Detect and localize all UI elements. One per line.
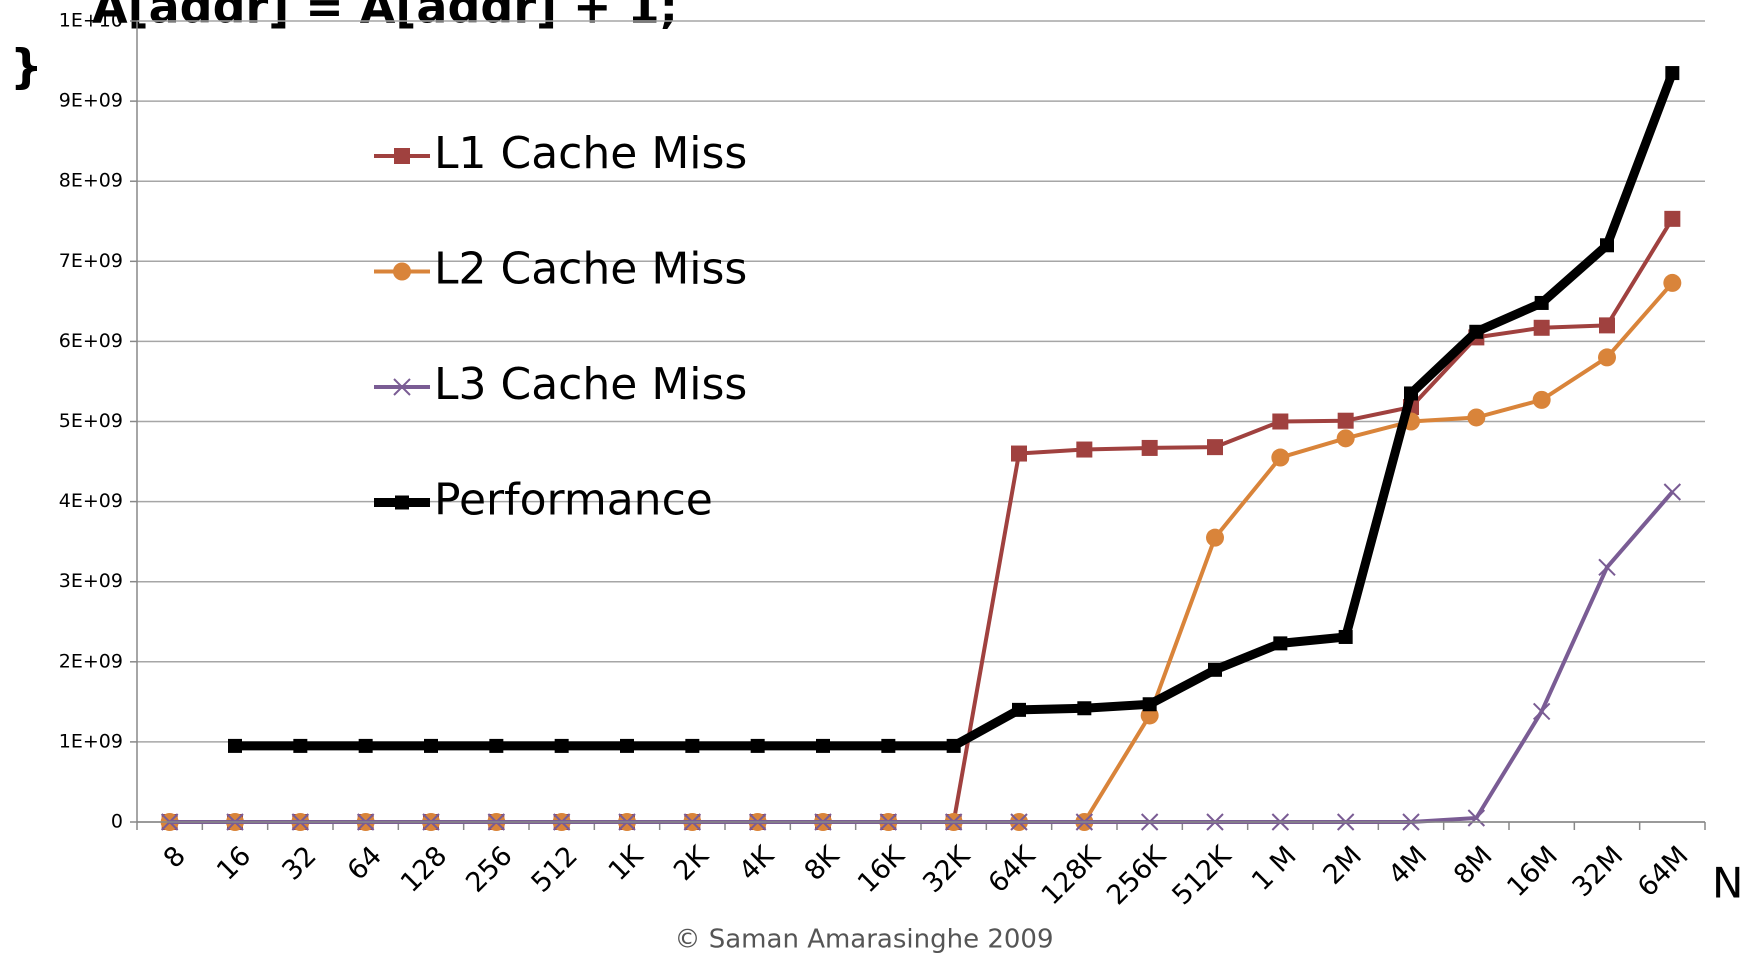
x-tick-label: 512K <box>1166 839 1238 911</box>
y-tick-label: 7E+09 <box>59 250 123 272</box>
y-tick-label: 0 <box>111 811 123 833</box>
x-tick-label: 8M <box>1448 840 1499 891</box>
legend-label: L1 Cache Miss <box>434 128 747 179</box>
data-point <box>816 738 830 753</box>
x-tick-label: 1 M <box>1246 840 1303 897</box>
data-point <box>489 738 504 753</box>
y-tick-label: 6E+09 <box>59 330 123 352</box>
y-tick-label: 1E+09 <box>59 730 123 752</box>
data-point <box>1467 809 1486 827</box>
x-tick-label: 2M <box>1317 840 1368 891</box>
legend-label: Performance <box>434 475 713 526</box>
x-tick-label: 128 <box>395 840 453 898</box>
data-point <box>1534 295 1549 310</box>
data-point <box>1532 702 1551 721</box>
x-tick-label: 1K <box>603 839 651 887</box>
x-tick-label: 8K <box>799 839 847 887</box>
x-tick-label: 2K <box>668 839 716 887</box>
data-point <box>1206 528 1224 547</box>
y-tick-label: 1E+10 <box>59 10 123 32</box>
x-tick-label: 512 <box>526 840 584 898</box>
y-tick-label: 2E+09 <box>59 650 123 672</box>
data-point <box>1664 210 1681 227</box>
x-tick-label: 4K <box>733 839 781 887</box>
data-point <box>1532 390 1551 409</box>
data-point <box>1077 701 1092 716</box>
data-point <box>1076 441 1093 458</box>
data-point <box>1663 483 1682 501</box>
code-close: } <box>10 40 43 94</box>
data-point <box>228 738 242 753</box>
data-point <box>750 738 765 753</box>
y-tick-label: 5E+09 <box>59 410 123 432</box>
data-point <box>1336 429 1355 448</box>
data-point <box>1665 66 1680 81</box>
x-tick-label: 32K <box>917 839 977 899</box>
x-tick-label: 32 <box>276 840 322 886</box>
data-point <box>1141 439 1158 456</box>
x-tick-label: 64M <box>1632 840 1695 903</box>
x-tick-label: 16K <box>852 839 912 899</box>
series-line <box>169 217 1675 824</box>
y-tick-label: 4E+09 <box>59 490 123 512</box>
legend-marker <box>393 262 411 281</box>
data-point <box>1271 448 1290 467</box>
data-point <box>1404 386 1418 401</box>
data-point <box>1599 317 1615 334</box>
data-point <box>1011 445 1027 462</box>
data-point <box>946 738 961 753</box>
data-point <box>1600 238 1614 253</box>
footer: © Saman Amarasinghe 2009 <box>674 925 1053 955</box>
data-point <box>1142 697 1157 712</box>
data-point <box>1533 319 1550 336</box>
code-line: A[addr] = A[addr] + 1; <box>92 0 678 34</box>
legend-marker <box>394 148 410 164</box>
y-tick-label: 3E+09 <box>59 570 123 592</box>
data-point <box>620 738 634 753</box>
data-point <box>881 738 896 753</box>
x-tick-label: 128K <box>1036 839 1108 911</box>
x-tick-label: 8 <box>158 840 192 874</box>
series-line <box>169 490 1674 824</box>
data-point <box>1467 408 1486 427</box>
data-point <box>1338 629 1353 644</box>
x-tick-label: 256K <box>1101 839 1173 911</box>
x-axis-label: N <box>1712 859 1743 908</box>
y-tick-label: 8E+09 <box>59 170 123 192</box>
data-point <box>293 738 308 753</box>
data-point <box>1272 413 1289 430</box>
legend-marker <box>395 495 409 510</box>
data-point <box>554 738 569 753</box>
data-point <box>1012 702 1026 717</box>
x-tick-label: 32M <box>1567 840 1630 903</box>
legend-label: L2 Cache Miss <box>434 244 747 295</box>
data-point <box>685 738 700 753</box>
data-point <box>1663 273 1682 292</box>
x-tick-label: 16 <box>211 840 257 886</box>
data-point <box>1598 558 1616 576</box>
data-point <box>424 738 438 753</box>
legend-label: L3 Cache Miss <box>434 359 747 410</box>
x-tick-label: 64K <box>983 839 1043 899</box>
data-point <box>1598 348 1616 367</box>
x-tick-label: 4M <box>1383 840 1434 891</box>
legend-marker <box>393 378 411 396</box>
x-tick-label: 256 <box>460 840 518 898</box>
data-point <box>1469 324 1484 339</box>
y-tick-label: 9E+09 <box>59 90 123 112</box>
data-point <box>1208 662 1222 677</box>
data-point <box>1207 439 1223 456</box>
x-tick-label: 16M <box>1501 840 1564 903</box>
data-point <box>358 738 373 753</box>
x-tick-label: 64 <box>342 840 388 886</box>
data-point <box>1273 636 1288 651</box>
data-point <box>1337 412 1354 429</box>
